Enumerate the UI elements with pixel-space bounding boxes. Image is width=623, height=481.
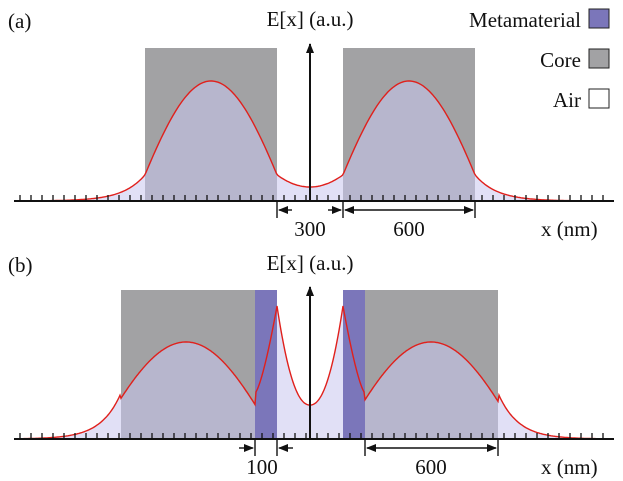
dimension-label-gap: 300 [294,217,326,241]
x-axis-ticks [19,195,604,201]
legend-label-air: Air [553,88,581,112]
legend-swatch-air [588,88,610,109]
legend-swatch-metamaterial [588,8,610,29]
x-axis-label: x (nm) [541,455,598,479]
dimension-label-core: 600 [415,455,447,479]
x-axis-label: x (nm) [541,217,598,241]
legend-label-core: Core [540,48,581,72]
legend: Metamaterial Core Air [469,8,610,112]
panel-tag: (a) [8,9,31,33]
y-axis-label: E[x] (a.u.) [267,251,354,275]
x-axis-ticks [19,433,604,439]
field-area-fill [14,81,612,201]
field-area-fill [14,306,612,439]
panel-a: (a) E[x] (a.u.) x (nm) 300 600 [8,7,614,241]
dimension-label-layer: 100 [246,455,278,479]
y-axis-label: E[x] (a.u.) [267,7,354,31]
panel-tag: (b) [8,253,33,277]
legend-swatch-core [588,48,610,69]
field-curve [14,305,612,440]
metamaterial-layer-left [255,290,277,439]
metamaterial-layer-right [343,290,365,439]
legend-label-metamaterial: Metamaterial [469,8,581,32]
panel-b: (b) E[x] (a.u.) x (nm) 100 600 [8,251,614,479]
field-curve [14,80,611,202]
dimension-label-core: 600 [393,217,425,241]
